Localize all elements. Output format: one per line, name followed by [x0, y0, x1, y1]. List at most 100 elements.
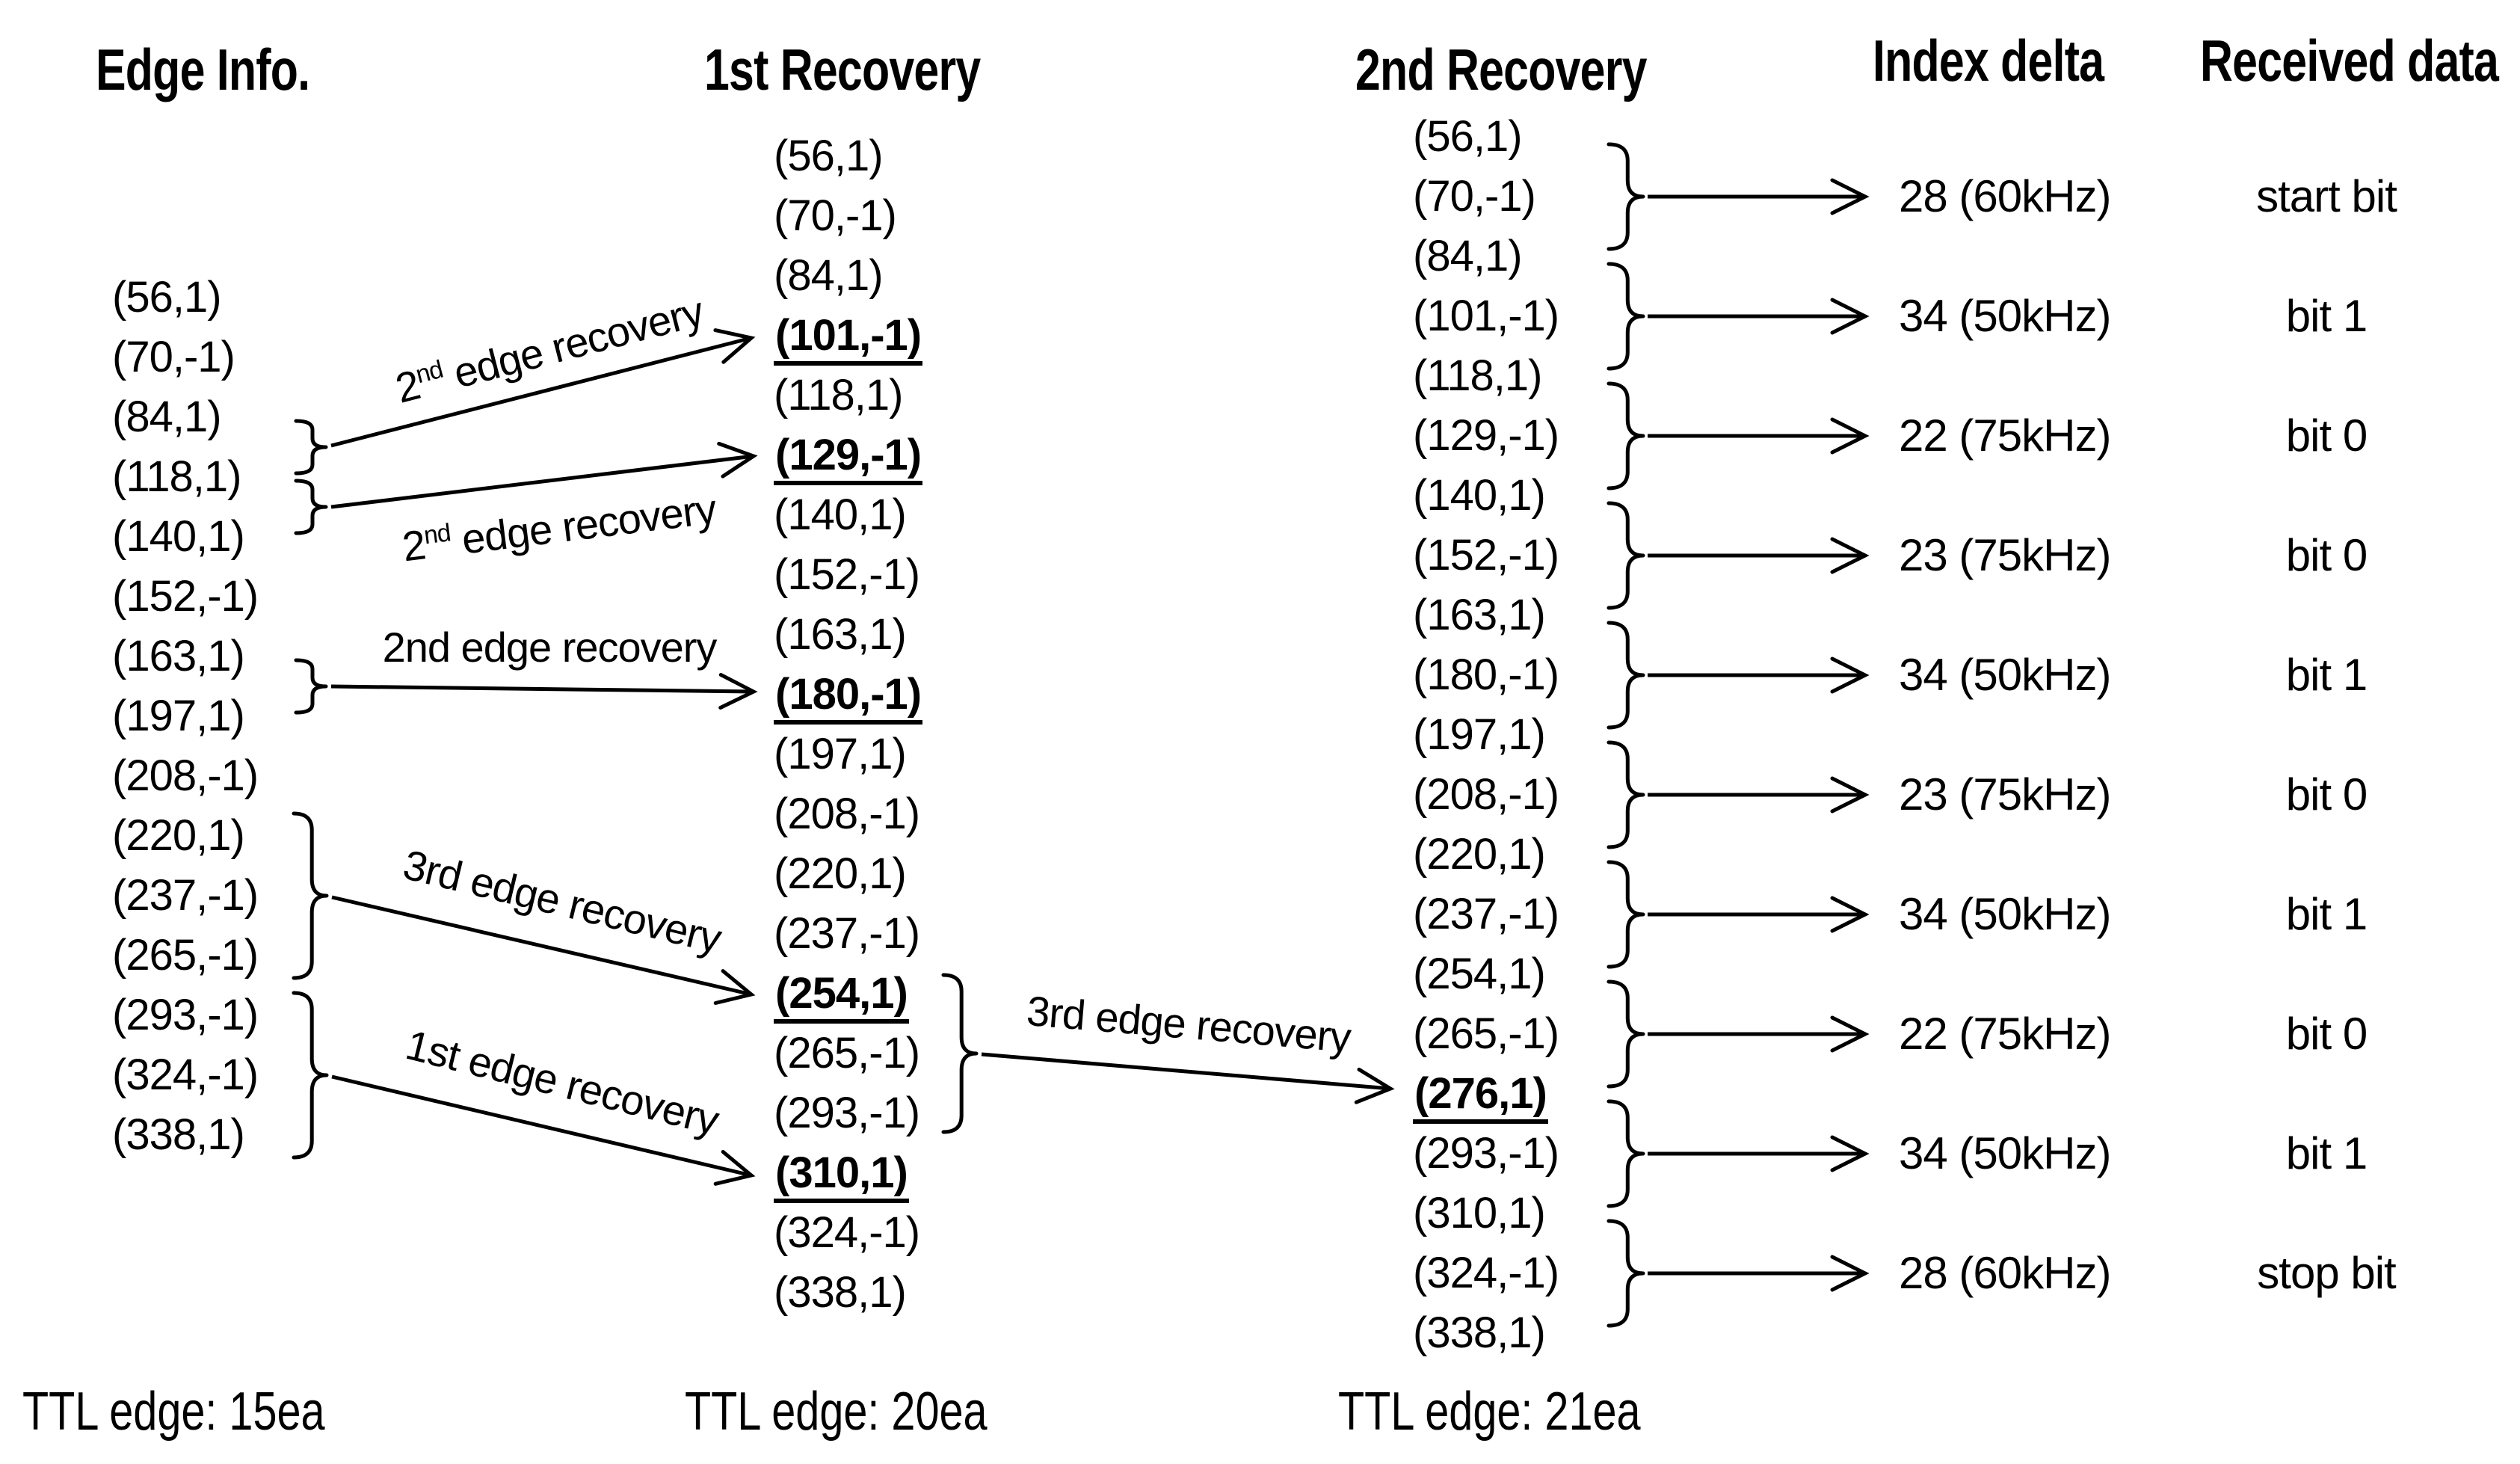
edge-pair: (140,1) [1413, 471, 1546, 520]
edge-pair: (101,-1) [1413, 292, 1559, 340]
edge-pair: (129,-1) [1413, 411, 1559, 460]
edge-pair: (276,1) [1413, 1064, 1548, 1124]
group-brace [1606, 381, 1645, 490]
edge-pair: (208,-1) [112, 751, 259, 800]
received-bit-value: stop bit [2257, 1248, 2396, 1298]
label-text: edge recovery [450, 624, 718, 671]
edge-pair: (152,-1) [1413, 531, 1559, 579]
received-bit-value: bit 1 [2285, 650, 2367, 700]
recovered-edge-highlight: (180,-1) [774, 670, 923, 725]
edge-pair: (338,1) [112, 1110, 245, 1159]
edge-pair: (208,-1) [774, 790, 920, 838]
edge-pair: (180,-1) [774, 665, 923, 725]
edge-pair: (84,1) [112, 393, 222, 441]
edge-pair: (70,-1) [774, 191, 897, 240]
recovery-arrow [331, 1074, 756, 1186]
edge-pair: (237,-1) [112, 871, 259, 920]
edge-pair: (70,-1) [1413, 172, 1536, 221]
index-delta-value: 23 (75kHz) [1899, 530, 2111, 580]
edge-pair: (197,1) [1413, 710, 1546, 759]
edge-pair: (254,1) [774, 964, 909, 1024]
index-delta-value: 28 (60kHz) [1899, 1248, 2111, 1298]
edge-pair: (140,1) [112, 512, 245, 561]
edge-pair: (208,-1) [1413, 770, 1559, 819]
edge-pair: (324,-1) [112, 1051, 259, 1099]
group-brace [941, 973, 979, 1134]
edge-pair: (163,1) [1413, 591, 1546, 639]
index-delta-value: 28 (60kHz) [1899, 171, 2111, 221]
edge-pair: (310,1) [774, 1143, 909, 1203]
edge-pair: (70,-1) [112, 333, 235, 381]
edge-pair: (293,-1) [1413, 1129, 1559, 1178]
group-brace [1606, 262, 1645, 371]
column-header-index-delta: Index delta [1873, 28, 2104, 93]
edge-pair: (163,1) [112, 632, 245, 680]
recovery-arrow [330, 441, 758, 509]
group-brace [1606, 860, 1645, 969]
index-delta-value: 34 (50kHz) [1899, 291, 2111, 341]
received-bit-value: start bit [2256, 171, 2397, 221]
received-bit-value: bit 0 [2285, 1009, 2367, 1059]
edge-pair: (180,-1) [1413, 651, 1559, 699]
edge-pair: (324,-1) [1413, 1249, 1559, 1297]
edge-pair: (338,1) [1413, 1308, 1546, 1357]
edge-pair: (56,1) [774, 132, 884, 180]
column-header-first-recovery: 1st Recovery [704, 37, 981, 102]
group-brace [1606, 1099, 1645, 1208]
edge-pair: (220,1) [1413, 830, 1546, 879]
edge-pair: (254,1) [1413, 950, 1546, 998]
recovered-edge-highlight: (129,-1) [774, 431, 923, 485]
edge-pair: (118,1) [1413, 351, 1542, 400]
edge-pair: (140,1) [774, 490, 907, 539]
recovery-arrow [330, 328, 756, 448]
received-bit-value: bit 1 [2285, 291, 2367, 341]
edge-pair: (265,-1) [112, 931, 259, 979]
group-brace [1606, 142, 1645, 251]
ttl-count-edge-info: TTL edge: 15ea [22, 1382, 325, 1442]
recovered-edge-highlight: (276,1) [1413, 1069, 1548, 1124]
edge-pair: (220,1) [774, 849, 907, 898]
edge-pair: (220,1) [112, 811, 245, 860]
group-brace [294, 479, 328, 535]
group-brace [1606, 740, 1645, 849]
group-brace [292, 811, 329, 980]
group-brace [292, 991, 329, 1160]
ttl-count-second-recovery: TTL edge: 21ea [1338, 1382, 1641, 1442]
index-delta-value: 34 (50kHz) [1899, 889, 2111, 939]
edge-pair: (265,-1) [1413, 1009, 1559, 1058]
index-delta-value: 34 (50kHz) [1899, 650, 2111, 700]
group-brace [1606, 501, 1645, 610]
edge-pair: (293,-1) [112, 991, 259, 1039]
edge-recovery-arrow-label: 2nd edge recovery [383, 624, 718, 671]
edge-pair: (101,-1) [774, 306, 923, 366]
edge-pair: (324,-1) [774, 1208, 920, 1257]
edge-pair: (163,1) [774, 610, 907, 659]
column-header-received-data: Received data [2200, 28, 2499, 93]
recovery-arrow [981, 1052, 1395, 1104]
group-brace [1606, 621, 1645, 730]
index-delta-value: 22 (75kHz) [1899, 1009, 2111, 1059]
column-header-edge-info: Edge Info. [96, 37, 310, 102]
edge-pair: (237,-1) [1413, 890, 1559, 938]
index-delta-value: 22 (75kHz) [1899, 410, 2111, 461]
edge-pair: (265,-1) [774, 1029, 920, 1077]
edge-pair: (152,-1) [774, 550, 920, 599]
edge-pair: (84,1) [774, 251, 884, 300]
edge-pair: (197,1) [774, 730, 907, 778]
recovered-edge-highlight: (101,-1) [774, 311, 923, 366]
edge-pair: (118,1) [112, 452, 241, 501]
ttl-count-first-recovery: TTL edge: 20ea [685, 1382, 988, 1442]
group-brace [294, 658, 328, 715]
index-delta-value: 34 (50kHz) [1899, 1128, 2111, 1178]
edge-pair: (56,1) [112, 273, 222, 322]
received-bit-value: bit 0 [2285, 530, 2367, 580]
received-bit-value: bit 0 [2285, 410, 2367, 461]
received-bit-value: bit 1 [2285, 889, 2367, 939]
group-brace [1606, 979, 1645, 1089]
recovered-edge-highlight: (310,1) [774, 1148, 909, 1203]
column-header-second-recovery: 2nd Recovery [1355, 37, 1647, 102]
edge-pair: (310,1) [1413, 1189, 1546, 1237]
recovery-arrow [330, 672, 758, 710]
